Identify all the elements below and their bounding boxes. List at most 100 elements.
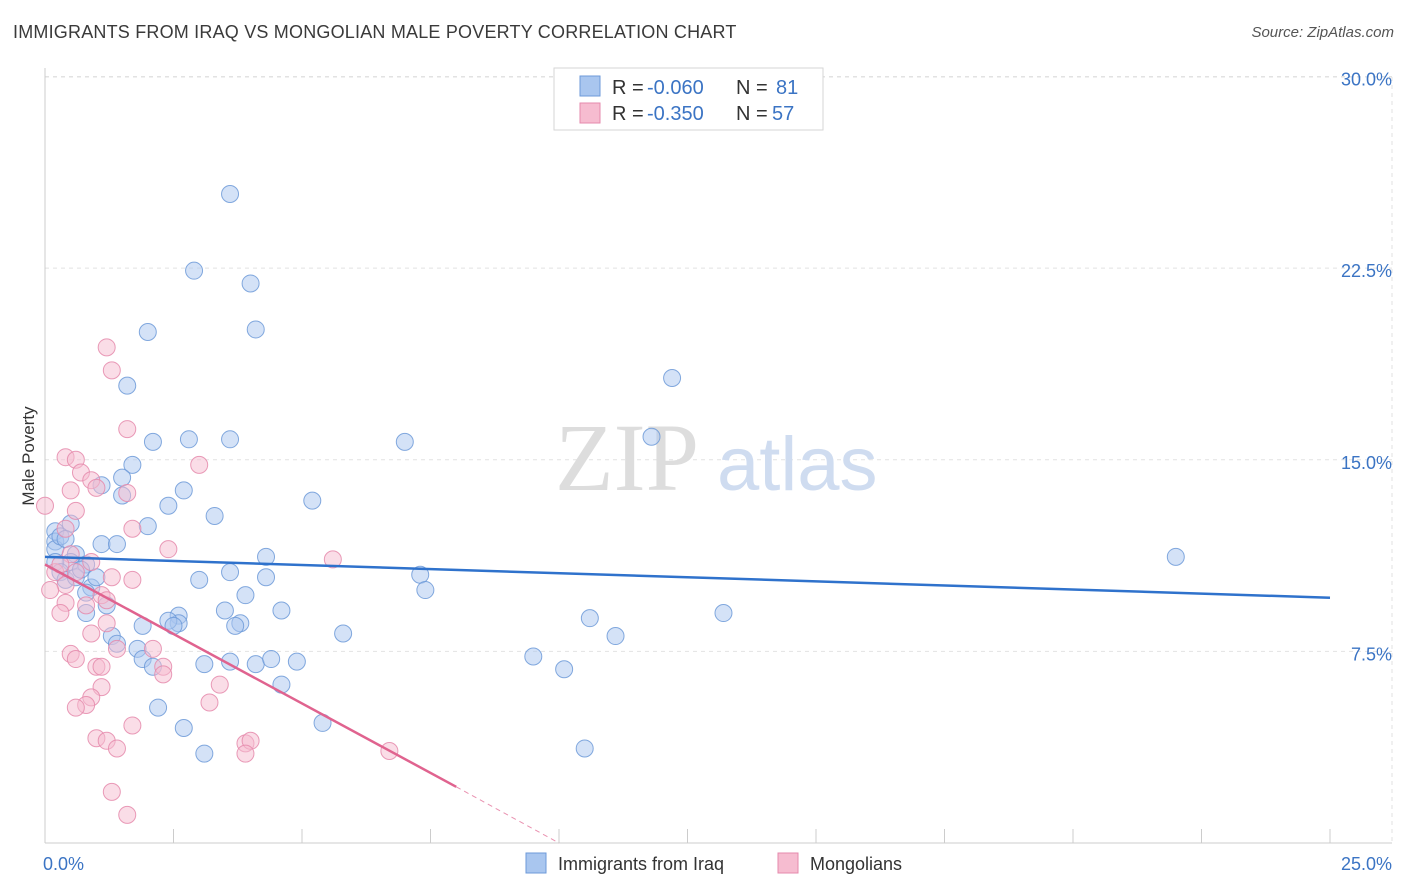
trend-line-mongolians [44, 563, 457, 788]
mongolians-point-53 [236, 744, 255, 763]
iraq-point-67 [287, 652, 306, 671]
legend-n-label-2: N = [736, 103, 768, 125]
iraq-point-1 [185, 261, 204, 280]
legend-bottom-swatch-iraq [525, 852, 547, 874]
iraq-point-70 [555, 660, 574, 679]
iraq-point-0 [221, 185, 240, 204]
legend-series: Immigrants from Iraq Mongolians [525, 852, 902, 874]
mongolians-point-25 [41, 581, 60, 600]
iraq-point-63 [195, 655, 214, 674]
iraq-point-9 [221, 430, 240, 449]
legend-bottom-swatch-mongolians [777, 852, 799, 874]
x-tick-label-0: 0.0% [43, 854, 84, 874]
mongolians-point-0 [97, 338, 116, 357]
iraq-point-17 [159, 496, 178, 515]
legend-r-label-2: R = [612, 103, 644, 125]
iraq-point-10 [395, 432, 414, 451]
mongolians-point-12 [66, 501, 85, 520]
mongolians-point-11 [36, 496, 54, 515]
y-axis-label: Male Poverty [19, 406, 38, 506]
watermark: ZIP atlas [555, 404, 878, 511]
legend-r-value-2: -0.350 [647, 103, 704, 125]
iraq-point-58 [334, 624, 353, 643]
legend-n-value-2: 57 [772, 103, 794, 125]
mongolians-point-33 [107, 639, 126, 658]
iraq-point-7 [143, 432, 162, 451]
mongolians-point-29 [77, 596, 96, 615]
iraq-point-15 [174, 481, 193, 500]
legend-n-label-1: N = [736, 77, 768, 99]
tick-labels: 7.5% 15.0% 22.5% 30.0% 0.0% 25.0% [43, 70, 1392, 875]
mongolians-point-13 [56, 519, 75, 538]
mongolians-point-46 [200, 693, 219, 712]
mongolians-point-34 [143, 639, 162, 658]
mongolians-point-41 [210, 675, 229, 694]
mongolians-point-16 [323, 550, 342, 569]
iraq-point-72 [149, 698, 168, 717]
iraq-point-11 [642, 427, 661, 446]
mongolians-point-5 [190, 455, 209, 474]
y-tick-label-2: 22.5% [1341, 261, 1392, 281]
y-tick-label-0: 7.5% [1351, 644, 1392, 664]
iraq-point-69 [524, 647, 543, 666]
mongolians-point-40 [154, 665, 173, 684]
iraq-point-38 [190, 570, 209, 589]
mongolians-point-32 [82, 624, 101, 643]
iraq-point-66 [262, 650, 281, 669]
mongolians-point-30 [51, 604, 70, 623]
iraq-point-22 [138, 517, 157, 536]
mongolians-point-2 [118, 420, 137, 439]
iraq-point-55 [580, 609, 599, 628]
iraq-point-3 [138, 323, 157, 341]
mongolians-point-47 [123, 716, 142, 735]
trend-lines [44, 555, 1331, 844]
legend-n-value-1: 81 [776, 77, 798, 99]
iraq-point-26 [107, 535, 126, 554]
mongolians-point-8 [87, 478, 106, 497]
trend-line-iraq [44, 555, 1331, 599]
mongolians-point-1 [102, 361, 121, 380]
iraq-point-77 [1166, 547, 1185, 566]
mongolians-point-10 [118, 483, 137, 502]
mongolians-point-45 [66, 698, 85, 717]
x-tick-label-1: 25.0% [1341, 854, 1392, 874]
iraq-point-36 [257, 568, 276, 587]
mongolians-point-23 [123, 570, 142, 589]
legend-bottom-label-mongolians: Mongolians [810, 854, 902, 874]
iraq-point-43 [236, 586, 255, 605]
legend-bottom-label-iraq: Immigrants from Iraq [558, 854, 724, 874]
iraq-point-74 [195, 744, 214, 763]
iraq-point-65 [246, 655, 265, 674]
legend-swatch-iraq [579, 75, 601, 97]
iraq-point-52 [226, 616, 245, 635]
legend-r-value-1: -0.060 [647, 77, 704, 99]
mongolians-point-39 [92, 657, 111, 676]
iraq-point-18 [303, 491, 322, 510]
iraq-point-6 [118, 376, 137, 395]
mongolians-point-31 [97, 614, 116, 633]
mongolians-point-56 [118, 805, 137, 824]
legend-swatch-mongolians [579, 102, 601, 124]
y-tick-label-1: 15.0% [1341, 453, 1392, 473]
iraq-point-56 [714, 604, 733, 623]
iraq-point-76 [575, 739, 594, 758]
watermark-atlas: atlas [717, 422, 878, 507]
iraq-point-8 [179, 430, 198, 449]
trend-line-mongolians-extension [455, 786, 560, 844]
mongolians-point-50 [107, 739, 126, 758]
y-tick-label-3: 30.0% [1341, 70, 1392, 90]
source-credit: Source: ZipAtlas.com [1251, 24, 1394, 41]
mongolians-point-18 [82, 552, 101, 571]
iraq-point-13 [113, 468, 132, 487]
iraq-point-42 [416, 581, 435, 600]
iraq-point-46 [215, 601, 234, 620]
mongolians-point-36 [66, 650, 85, 669]
iraq-point-57 [606, 627, 625, 646]
iraq-point-12 [123, 455, 142, 474]
iraq-point-5 [663, 368, 682, 387]
iraq-point-71 [272, 675, 291, 694]
mongolians-point-9 [61, 481, 80, 500]
legend-stats: R = -0.060 N = 81 R = -0.350 N = 57 [553, 67, 824, 131]
iraq-point-41 [87, 568, 106, 587]
